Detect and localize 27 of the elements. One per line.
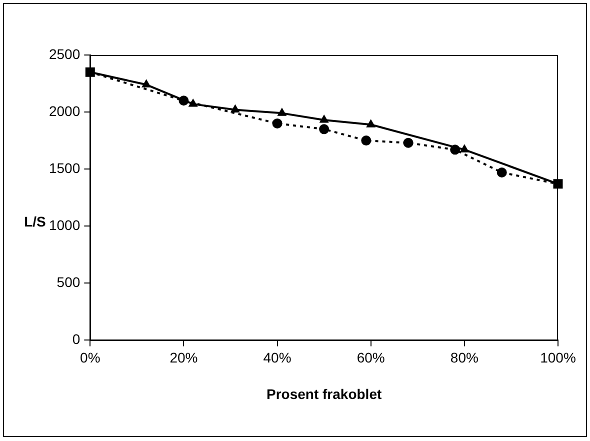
point xyxy=(188,99,198,107)
x-tick-label: 80% xyxy=(450,349,478,366)
point xyxy=(460,144,469,152)
y-tick-label: 2500 xyxy=(48,46,80,62)
y-tick-label: 500 xyxy=(56,274,80,290)
point xyxy=(320,115,328,123)
y-axis-title: L/S xyxy=(24,213,46,230)
point xyxy=(403,138,414,148)
y-tick-label: 1000 xyxy=(48,216,80,233)
point xyxy=(366,120,376,128)
y-tick-label: 0 xyxy=(72,331,80,348)
x-tick-label: 20% xyxy=(170,349,198,366)
y-tick-label: 1500 xyxy=(48,160,80,176)
point xyxy=(361,136,372,146)
y-tick-label: 2000 xyxy=(48,102,80,119)
x-tick-label: 100% xyxy=(540,349,576,366)
point xyxy=(496,168,507,178)
point xyxy=(85,67,95,77)
point xyxy=(278,108,286,116)
x-tick-label: 40% xyxy=(263,349,292,366)
point xyxy=(142,80,151,88)
point xyxy=(230,104,240,113)
point xyxy=(319,124,330,134)
x-tick-label: 0% xyxy=(80,349,100,366)
x-tick-label: 60% xyxy=(356,349,385,366)
x-axis-title: Prosent frakoblet xyxy=(266,386,382,402)
point xyxy=(272,118,282,128)
